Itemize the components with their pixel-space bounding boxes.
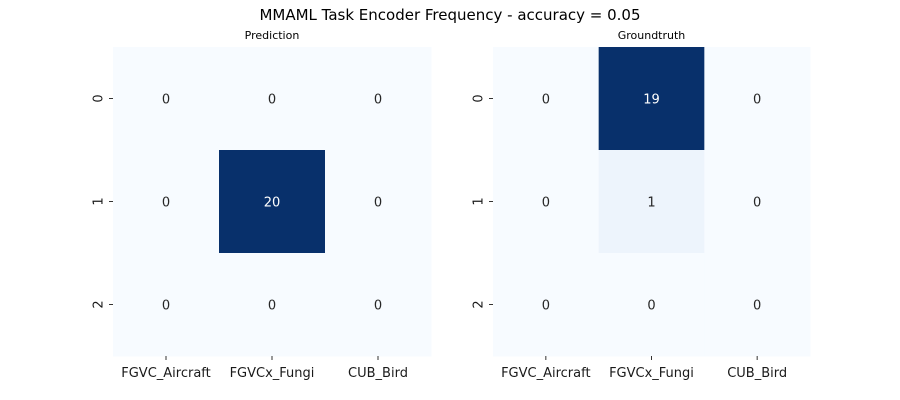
prediction-x-tick-label-2: CUB_Bird: [348, 366, 408, 381]
groundtruth-y-tick-label-0: 0: [472, 94, 487, 102]
groundtruth-cell-1-2: [704, 150, 811, 254]
groundtruth-cell-0-1: [598, 47, 705, 151]
figure-title: MMAML Task Encoder Frequency - accuracy …: [259, 6, 640, 24]
prediction-cell-label-1-0: 0: [162, 196, 170, 211]
prediction-cell-label-0-0: 0: [162, 93, 170, 108]
prediction-cell-0-0: [113, 47, 220, 151]
prediction-cell-label-0-2: 0: [374, 93, 382, 108]
groundtruth-cell-0-0: [493, 47, 600, 151]
groundtruth-cell-1-1: [598, 150, 705, 254]
prediction-cell-2-2: [325, 253, 432, 357]
groundtruth-cell-1-0: [493, 150, 600, 254]
groundtruth-cell-label-0-0: 0: [542, 93, 550, 108]
prediction-cell-label-1-1: 20: [264, 196, 281, 211]
groundtruth-y-tick-label-1: 1: [472, 197, 487, 205]
groundtruth-cell-label-1-0: 0: [542, 196, 550, 211]
groundtruth-cell-label-1-2: 0: [753, 196, 761, 211]
prediction-y-tick-label-2: 2: [92, 300, 107, 308]
prediction-cell-1-0: [113, 150, 220, 254]
groundtruth-cell-label-2-1: 0: [647, 299, 655, 314]
prediction-y-tick-label-1: 1: [92, 197, 107, 205]
prediction-cell-0-2: [325, 47, 432, 151]
groundtruth-cell-label-0-2: 0: [753, 93, 761, 108]
groundtruth-cell-0-2: [704, 47, 811, 151]
prediction-x-tick-label-0: FGVC_Aircraft: [121, 366, 211, 381]
prediction-cell-2-1: [219, 253, 326, 357]
groundtruth-y-tick-label-2: 2: [472, 300, 487, 308]
prediction-y-tick-label-0: 0: [92, 94, 107, 102]
prediction-cell-label-2-2: 0: [374, 299, 382, 314]
groundtruth-cell-label-2-0: 0: [542, 299, 550, 314]
groundtruth-cell-2-0: [493, 253, 600, 357]
prediction-cell-1-1: [219, 150, 326, 254]
groundtruth-title: Groundtruth: [618, 29, 686, 42]
groundtruth-cell-label-0-1: 19: [643, 93, 660, 108]
prediction-cell-label-2-0: 0: [162, 299, 170, 314]
prediction-cell-label-0-1: 0: [268, 93, 276, 108]
prediction-cell-1-2: [325, 150, 432, 254]
prediction-cell-label-2-1: 0: [268, 299, 276, 314]
prediction-title: Prediction: [245, 29, 300, 42]
prediction-cell-2-0: [113, 253, 220, 357]
prediction-x-tick-label-1: FGVCx_Fungi: [230, 366, 315, 381]
groundtruth-x-tick-label-2: CUB_Bird: [727, 366, 787, 381]
groundtruth-heatmap: Groundtruth 0 19 0 0 1 0 0 0 0 FGVC_Aircraft FGVCx_…: [472, 29, 811, 381]
groundtruth-x-tick-label-0: FGVC_Aircraft: [501, 366, 591, 381]
groundtruth-cell-2-1: [598, 253, 705, 357]
groundtruth-cell-label-1-1: 1: [647, 196, 655, 211]
groundtruth-cell-label-2-2: 0: [753, 299, 761, 314]
prediction-cell-0-1: [219, 47, 326, 151]
groundtruth-x-tick-label-1: FGVCx_Fungi: [609, 366, 694, 381]
prediction-cell-label-1-2: 0: [374, 196, 382, 211]
groundtruth-cell-2-2: [704, 253, 811, 357]
